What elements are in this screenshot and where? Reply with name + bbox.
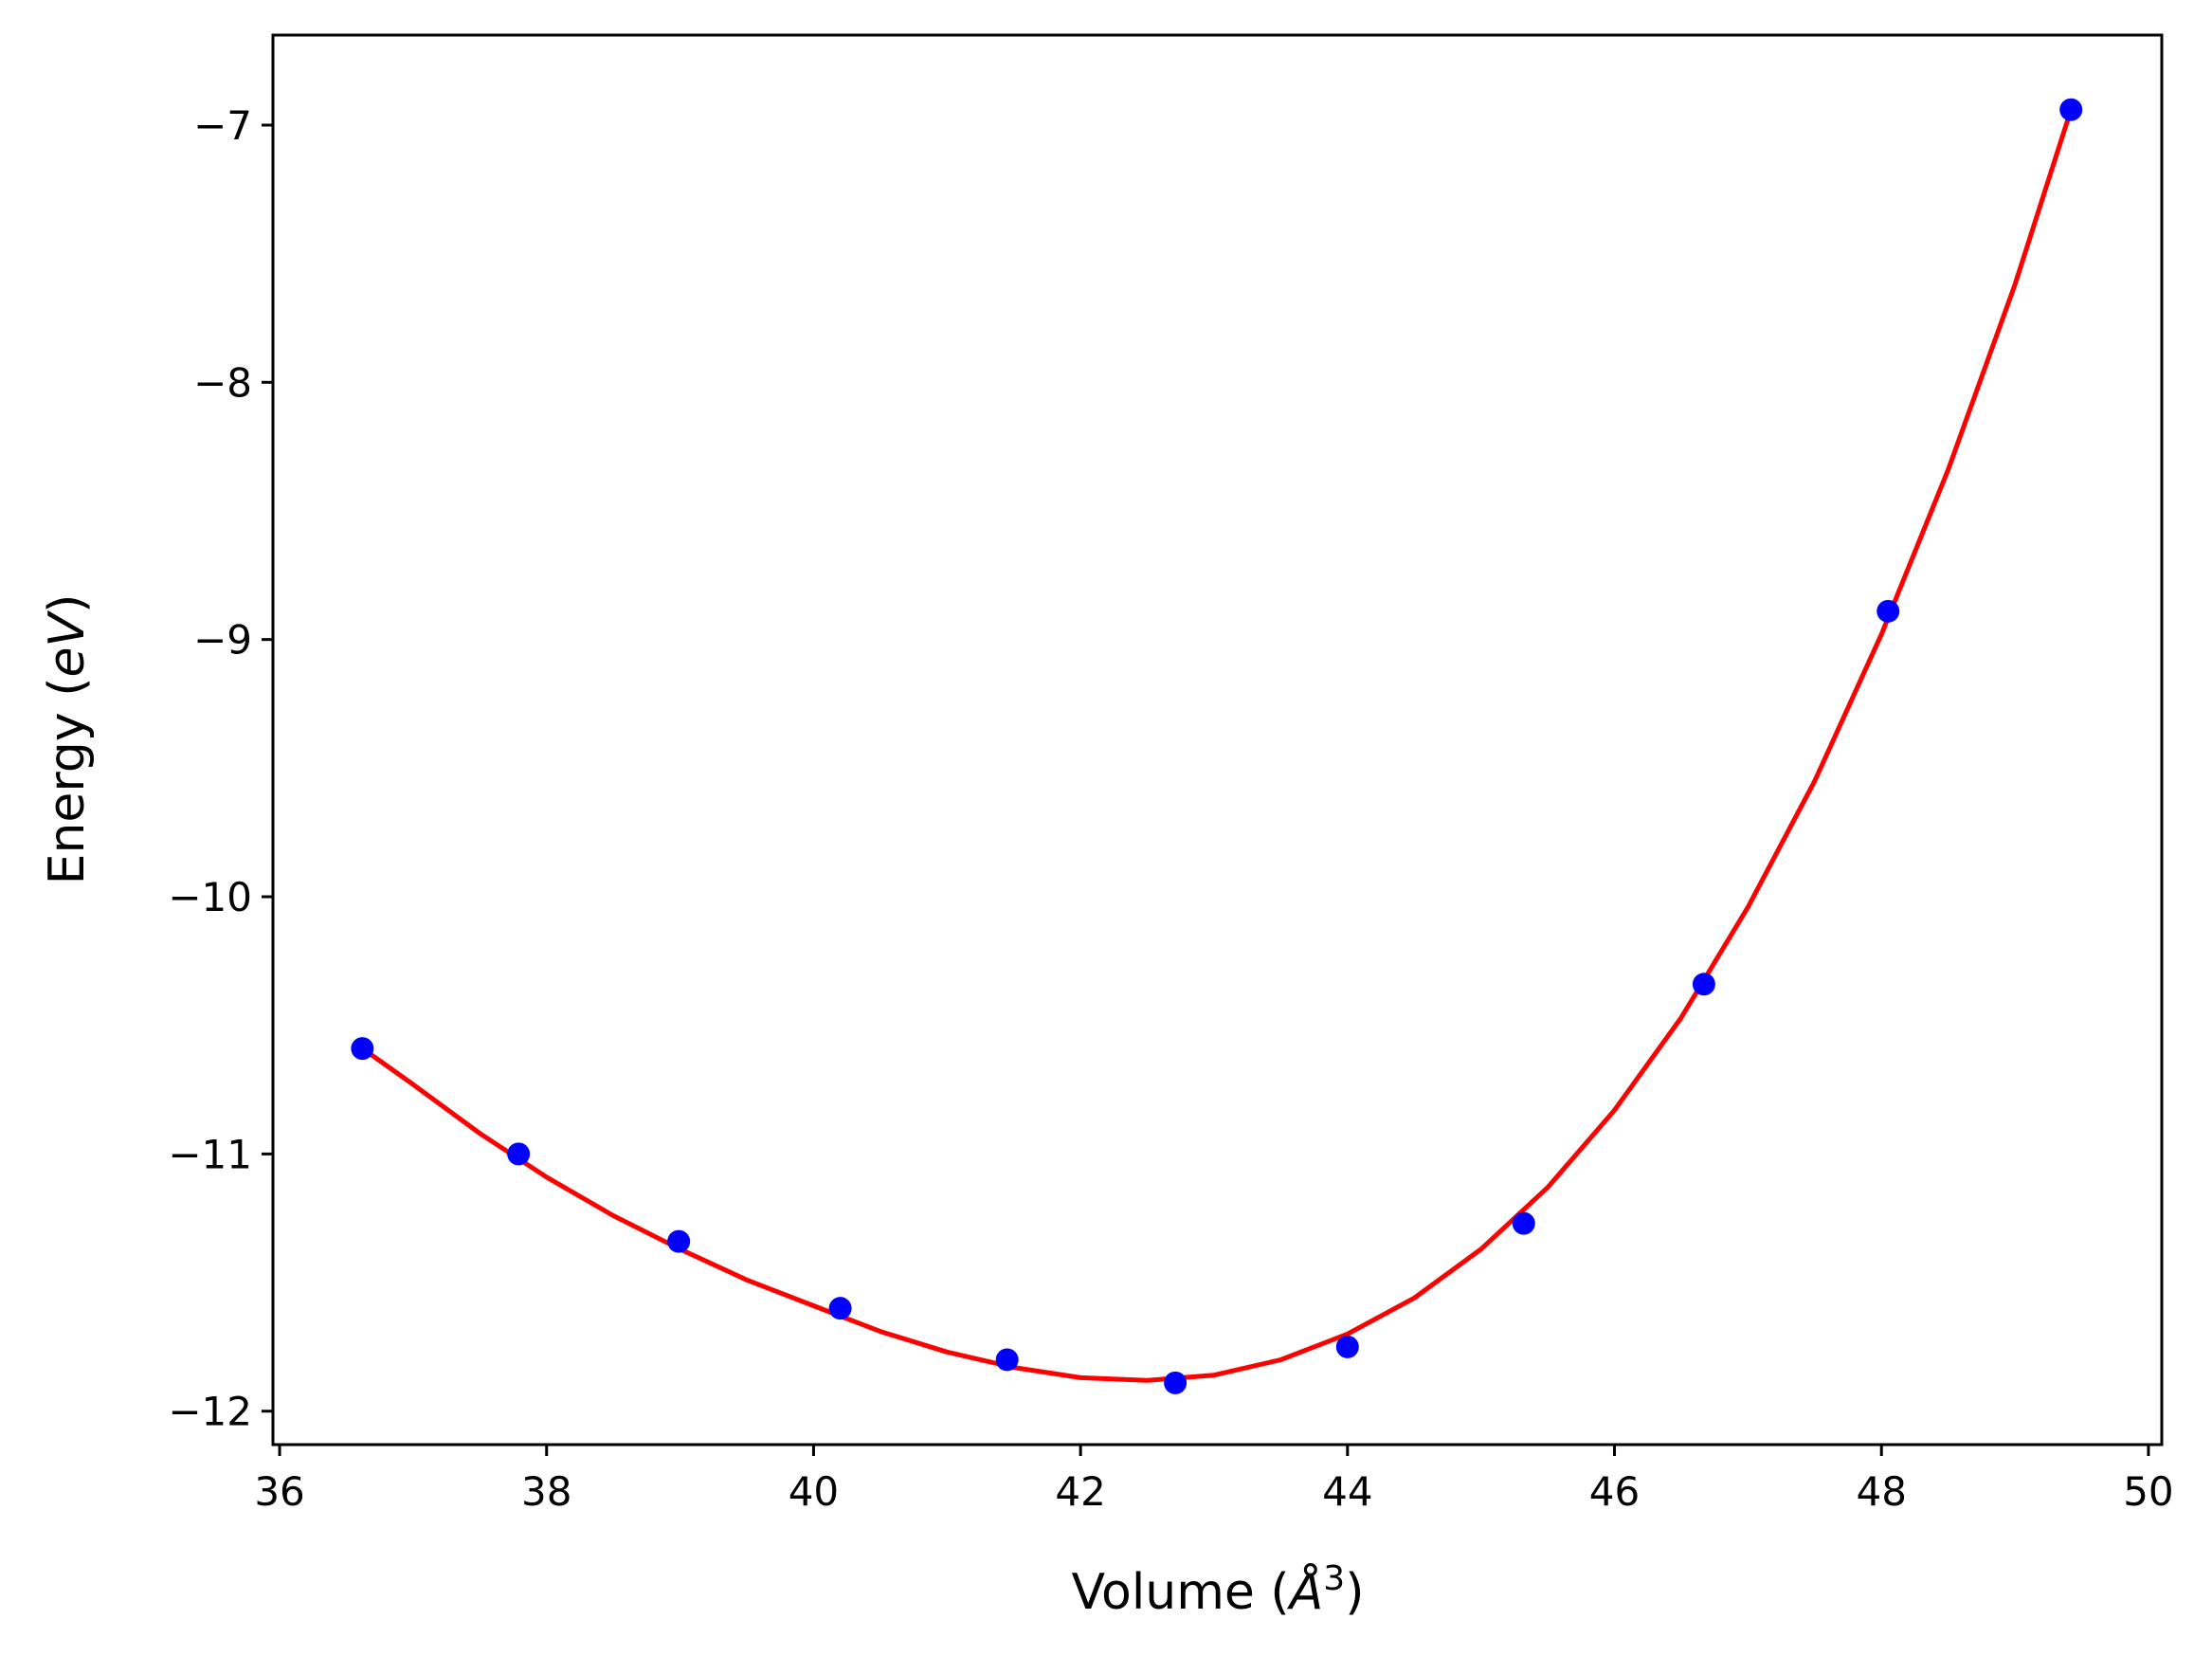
data-point-6: [1164, 1371, 1188, 1394]
data-point-7: [1335, 1335, 1359, 1358]
x-tick-label: 44: [1322, 1468, 1372, 1515]
x-tick-label: 40: [789, 1468, 839, 1515]
x-tick-label: 36: [254, 1468, 304, 1515]
data-point-2: [507, 1142, 531, 1166]
fit-curve: [360, 108, 2074, 1383]
x-tick-label: 50: [2123, 1468, 2173, 1515]
plot-frame: [271, 33, 2164, 1447]
data-point-11: [2059, 98, 2083, 121]
data-point-10: [1877, 599, 1900, 623]
y-tick-label: −12: [168, 1389, 252, 1435]
y-axis-label: Energy (eV): [39, 594, 96, 885]
x-tick-label: 46: [1589, 1468, 1640, 1515]
data-point-8: [1512, 1211, 1535, 1235]
x-tick-label: 38: [521, 1468, 571, 1515]
x-tick-label: 48: [1856, 1468, 1906, 1515]
y-tick-label: −9: [193, 617, 252, 664]
data-point-5: [995, 1348, 1019, 1372]
y-axis-ticks: −12 −11 −10 −9 −8 −7: [168, 102, 273, 1435]
y-tick-label: −7: [193, 102, 252, 149]
x-axis-ticks: 36 38 40 42 44 46 48 50: [254, 1445, 2174, 1515]
data-point-1: [351, 1037, 374, 1061]
data-point-9: [1692, 973, 1715, 996]
y-tick-label: −10: [168, 874, 252, 920]
series-layer: [351, 98, 2083, 1394]
x-tick-label: 42: [1055, 1468, 1105, 1515]
data-point-4: [828, 1297, 852, 1320]
data-point-3: [667, 1229, 691, 1253]
x-axis-label: Volume (Å3): [1072, 1559, 1365, 1622]
y-tick-label: −8: [193, 359, 252, 406]
y-tick-label: −11: [168, 1131, 252, 1177]
